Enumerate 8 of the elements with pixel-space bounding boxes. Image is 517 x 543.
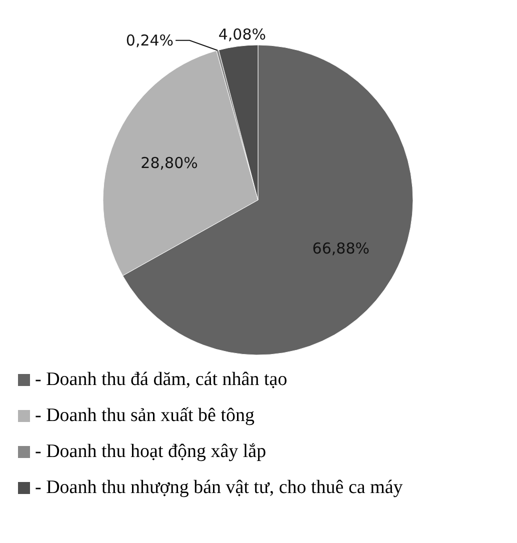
- legend-label: - Doanh thu hoạt động xây lắp: [35, 441, 266, 463]
- legend-label: - Doanh thu sản xuất bê tông: [35, 405, 255, 427]
- data-label: 28,80%: [140, 154, 198, 172]
- legend-label: - Doanh thu nhượng bán vật tư, cho thuê ca máy: [35, 477, 403, 499]
- data-label: 66,88%: [312, 240, 370, 258]
- data-label: 0,24%: [126, 31, 174, 50]
- data-label: 4,08%: [218, 25, 266, 44]
- legend-label: - Doanh thu đá dăm, cát nhân tạo: [35, 369, 288, 391]
